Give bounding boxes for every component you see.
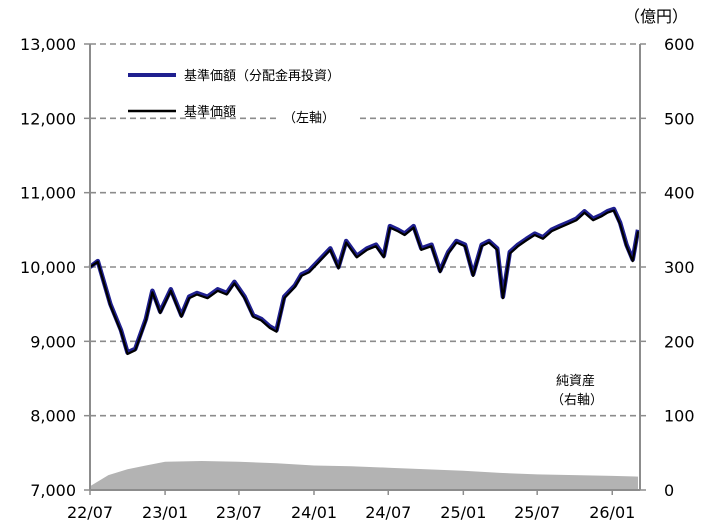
right-axis-unit: （億円）: [624, 7, 688, 26]
x-tick-label: 24/01: [291, 503, 337, 522]
gridlines: [90, 117, 640, 417]
left-tick-label: 8,000: [30, 407, 76, 426]
left-tick-label: 12,000: [20, 109, 76, 128]
left-tick-label: 9,000: [30, 332, 76, 351]
left-axis-note-bg: [278, 106, 356, 128]
left-tick-label: 10,000: [20, 258, 76, 277]
left-tick-label: 11,000: [20, 184, 76, 203]
x-tick-label: 23/01: [142, 503, 188, 522]
right-tick-label: 500: [664, 109, 695, 128]
net-assets-area-shape: [90, 461, 638, 490]
legend-label-reinvested: 基準価額（分配金再投資）: [184, 68, 340, 84]
net-assets-label: 純資産: [556, 373, 595, 389]
right-tick-label: 600: [664, 35, 695, 54]
series-line-nav: [89, 209, 640, 356]
net-assets-area: [90, 461, 638, 490]
left-axis-note: （左軸）: [283, 111, 335, 126]
right-tick-label: 300: [664, 258, 695, 277]
x-tick-label: 23/07: [216, 503, 262, 522]
left-axis-ticks: 13,000 12,000 11,000 10,000 9,000 8,000 7,000: [20, 35, 90, 500]
x-tick-label: 24/07: [365, 503, 411, 522]
net-assets-axis-note: （右軸）: [551, 393, 603, 408]
x-axis-ticks: 22/07 23/01 23/07 24/01 24/07 25/01 25/07 26/01: [67, 490, 635, 522]
right-axis-ticks: 600 500 400 300 200 100 0: [640, 35, 695, 500]
left-tick-label: 7,000: [30, 481, 76, 500]
x-tick-label: 25/01: [440, 503, 486, 522]
x-tick-label: 26/01: [589, 503, 635, 522]
nav-lines: [88, 206, 641, 356]
legend: 基準価額（分配金再投資） 基準価額: [128, 68, 340, 120]
x-tick-label: 22/07: [67, 503, 113, 522]
right-tick-label: 0: [664, 481, 674, 500]
left-tick-label: 13,000: [20, 35, 76, 54]
legend-label-nav: 基準価額: [184, 104, 236, 120]
right-tick-label: 100: [664, 407, 695, 426]
x-tick-label: 25/07: [514, 503, 560, 522]
right-tick-label: 200: [664, 332, 695, 351]
right-tick-label: 400: [664, 184, 695, 203]
